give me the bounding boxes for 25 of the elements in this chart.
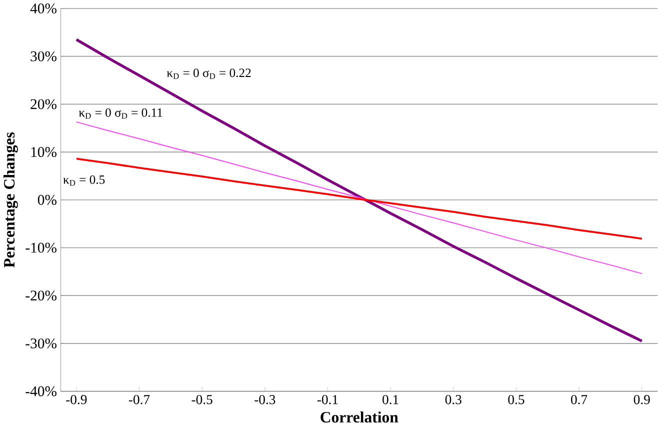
y-tick-label: 0% <box>38 194 56 205</box>
y-axis-title: Percentage Changes <box>4 132 18 268</box>
x-tick-label: 0.5 <box>508 394 524 404</box>
y-tick-label: 10% <box>31 147 56 157</box>
x-tick-label: -0.1 <box>317 394 338 404</box>
y-tick-label: -40% <box>26 386 56 396</box>
x-tick-label: -0.3 <box>254 394 276 404</box>
y-tick-label: -10% <box>26 242 56 253</box>
series-label: κ$_{D}$ = 0 σ$_{D}$ = 0.22 <box>166 68 251 79</box>
series-label: κ$_{D}$ = 0 σ$_{D}$ = 0.11 <box>78 108 162 119</box>
x-tick-label: 0.9 <box>634 394 650 404</box>
x-tick-label: 0.7 <box>571 394 588 404</box>
x-tick-label: 0.3 <box>445 394 462 404</box>
x-tick-label: -0.7 <box>128 394 150 404</box>
y-tick-label: -30% <box>26 338 56 348</box>
y-tick-label: 20% <box>30 99 56 110</box>
series-label: κ$_{D}$ = 0.5 <box>63 175 105 186</box>
y-tick-label: 40% <box>30 3 56 14</box>
x-tick-label: -0.9 <box>66 394 87 404</box>
line-series <box>75 158 643 240</box>
x-axis-title: Correlation <box>320 411 398 423</box>
y-tick-label: 30% <box>30 51 56 62</box>
x-tick-label: 0.1 <box>382 394 398 404</box>
x-tick-label: -0.5 <box>192 394 212 404</box>
y-tick-label: -20% <box>26 290 56 301</box>
